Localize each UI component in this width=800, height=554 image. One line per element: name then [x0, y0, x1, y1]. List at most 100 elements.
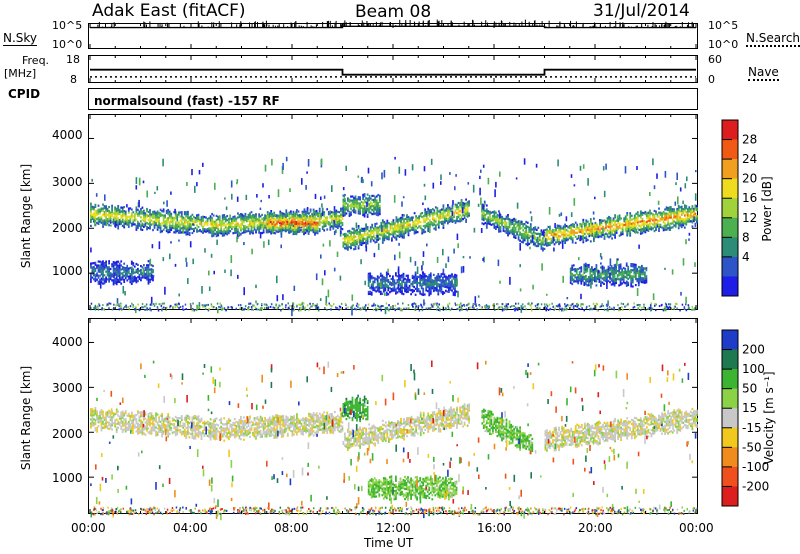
power-cell	[424, 224, 427, 227]
power-cell	[112, 222, 115, 225]
power-cell	[418, 221, 421, 224]
power-cell	[363, 199, 366, 202]
power-cell	[274, 226, 277, 229]
power-cell	[636, 211, 639, 214]
power-cell	[369, 201, 372, 204]
power-cell	[601, 271, 604, 274]
velocity-cell	[117, 426, 120, 429]
power-cell	[398, 231, 401, 234]
velocity-cell	[115, 410, 118, 413]
power-cell	[250, 211, 253, 214]
power-cell	[482, 223, 485, 226]
power-cell	[546, 230, 548, 233]
power-cell	[342, 202, 345, 205]
power-cell	[372, 204, 375, 208]
power-cell	[492, 223, 494, 226]
power-cell	[451, 273, 453, 276]
power-cell	[357, 237, 360, 240]
power-cell	[667, 223, 669, 226]
power-cell	[94, 219, 97, 223]
power-cell	[226, 231, 229, 234]
power-cell	[650, 222, 653, 225]
power-cell	[338, 219, 341, 222]
power-cell	[288, 223, 291, 226]
power-cell	[165, 228, 168, 231]
power-cell	[456, 205, 458, 209]
power-cell	[156, 210, 159, 213]
power-cell	[123, 266, 126, 269]
power-cell	[680, 211, 683, 214]
power-cell	[635, 218, 638, 221]
power-cell	[626, 214, 629, 217]
power-cell	[468, 214, 470, 217]
power-cell	[517, 228, 520, 231]
power-cell	[440, 283, 443, 286]
power-cell	[90, 224, 92, 227]
power-cell	[369, 292, 372, 295]
power-cell	[147, 214, 150, 217]
power-cell	[412, 220, 414, 223]
power-cell	[384, 279, 387, 282]
power-cell	[468, 204, 470, 207]
power-cell	[449, 280, 452, 283]
power-cell	[100, 209, 103, 212]
power-cell	[203, 228, 206, 231]
power-cell	[108, 205, 110, 209]
power-cell	[108, 278, 110, 281]
power-cell	[118, 268, 121, 271]
power-cell	[428, 279, 431, 283]
power-cell	[120, 214, 123, 217]
power-cell	[97, 274, 100, 277]
power-cell	[359, 212, 361, 215]
power-cell	[562, 235, 565, 238]
power-cell	[360, 237, 363, 240]
power-cell	[200, 224, 203, 227]
power-cell	[636, 269, 639, 273]
power-cell	[362, 234, 364, 237]
power-cell	[513, 233, 515, 237]
power-cell	[281, 227, 284, 230]
power-cell	[378, 276, 381, 279]
velocity-cell	[161, 429, 163, 432]
power-cell	[537, 236, 540, 239]
power-cell	[109, 278, 112, 281]
velocity-cell	[106, 425, 109, 428]
power-cell	[215, 231, 218, 234]
power-cell	[295, 233, 298, 236]
power-cell	[517, 226, 520, 229]
power-cell	[617, 221, 619, 224]
power-cell	[305, 210, 307, 213]
power-cell	[667, 221, 669, 224]
power-cell	[115, 274, 118, 278]
power-cell	[550, 229, 553, 232]
velocity-cell	[144, 411, 147, 414]
power-cell	[523, 237, 526, 240]
power-cell	[409, 225, 411, 228]
power-cell	[421, 232, 424, 235]
power-cell	[388, 234, 390, 237]
power-cell	[571, 237, 574, 240]
power-cell	[105, 209, 107, 212]
power-cell	[428, 275, 431, 279]
power-cell	[542, 243, 544, 246]
power-cell	[431, 287, 434, 290]
velocity-cell	[152, 425, 154, 428]
power-cell	[244, 231, 247, 234]
power-cell	[441, 220, 443, 223]
power-cell	[135, 208, 138, 211]
power-cell	[565, 233, 568, 236]
power-cell	[359, 239, 361, 242]
power-cell	[484, 221, 487, 225]
power-cell	[127, 207, 130, 210]
power-cell	[416, 218, 419, 221]
power-cell	[118, 276, 121, 279]
power-cell	[401, 234, 404, 237]
velocity-cell	[149, 412, 151, 415]
power-cell	[97, 208, 100, 211]
power-cell	[532, 237, 535, 240]
velocity-cell	[141, 411, 144, 414]
power-cell	[591, 276, 593, 279]
power-cell	[363, 227, 366, 230]
power-cell	[408, 280, 411, 283]
power-cell	[641, 211, 644, 214]
